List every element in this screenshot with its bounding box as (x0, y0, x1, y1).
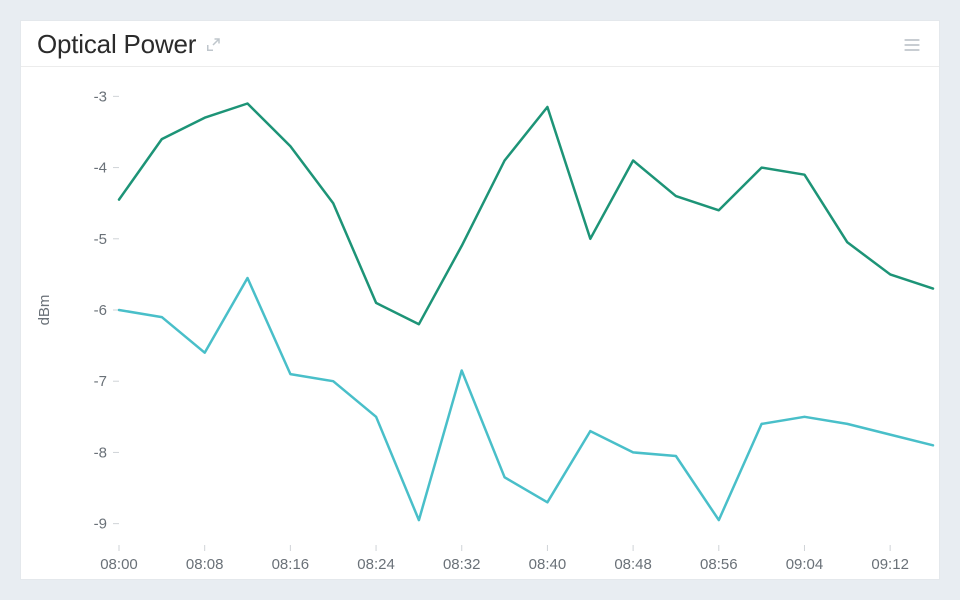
x-tick-label: 08:24 (357, 556, 395, 573)
y-tick-label: -4 (94, 160, 107, 177)
x-tick-label: 08:48 (614, 556, 652, 573)
x-tick-label: 09:04 (786, 556, 824, 573)
line-chart: -3 -4 -5 -6 -7 -8 -9 08:00 08:08 08:16 08:24 08:32 0… (21, 67, 941, 579)
y-tick-label: -5 (94, 231, 107, 248)
y-tick-label: -9 (94, 516, 107, 533)
x-tick-label: 08:56 (700, 556, 738, 573)
y-tick-label: -7 (94, 373, 107, 390)
y-tick-label: -6 (94, 302, 107, 319)
x-tick-label: 08:40 (529, 556, 567, 573)
x-tick-label: 08:00 (100, 556, 138, 573)
x-tick-label: 09:12 (871, 556, 909, 573)
title-wrap: Optical Power (37, 29, 222, 60)
hamburger-menu-icon[interactable] (901, 34, 923, 56)
series-tx (119, 278, 933, 520)
y-tick-label: -8 (94, 444, 107, 461)
x-tick-label: 08:16 (272, 556, 310, 573)
chart-panel: Optical Power -3 -4 -5 -6 -7 -8 -9 08:00 08:08 08… (20, 20, 940, 580)
panel-header: Optical Power (21, 21, 939, 67)
x-tick-label: 08:08 (186, 556, 224, 573)
y-axis-label: dBm (36, 295, 53, 326)
panel-title: Optical Power (37, 29, 196, 60)
x-tick-label: 08:32 (443, 556, 481, 573)
chart-area: -3 -4 -5 -6 -7 -8 -9 08:00 08:08 08:16 08:24 08:32 0… (21, 67, 939, 577)
y-tick-label: -3 (94, 88, 107, 105)
expand-icon[interactable] (204, 36, 222, 54)
